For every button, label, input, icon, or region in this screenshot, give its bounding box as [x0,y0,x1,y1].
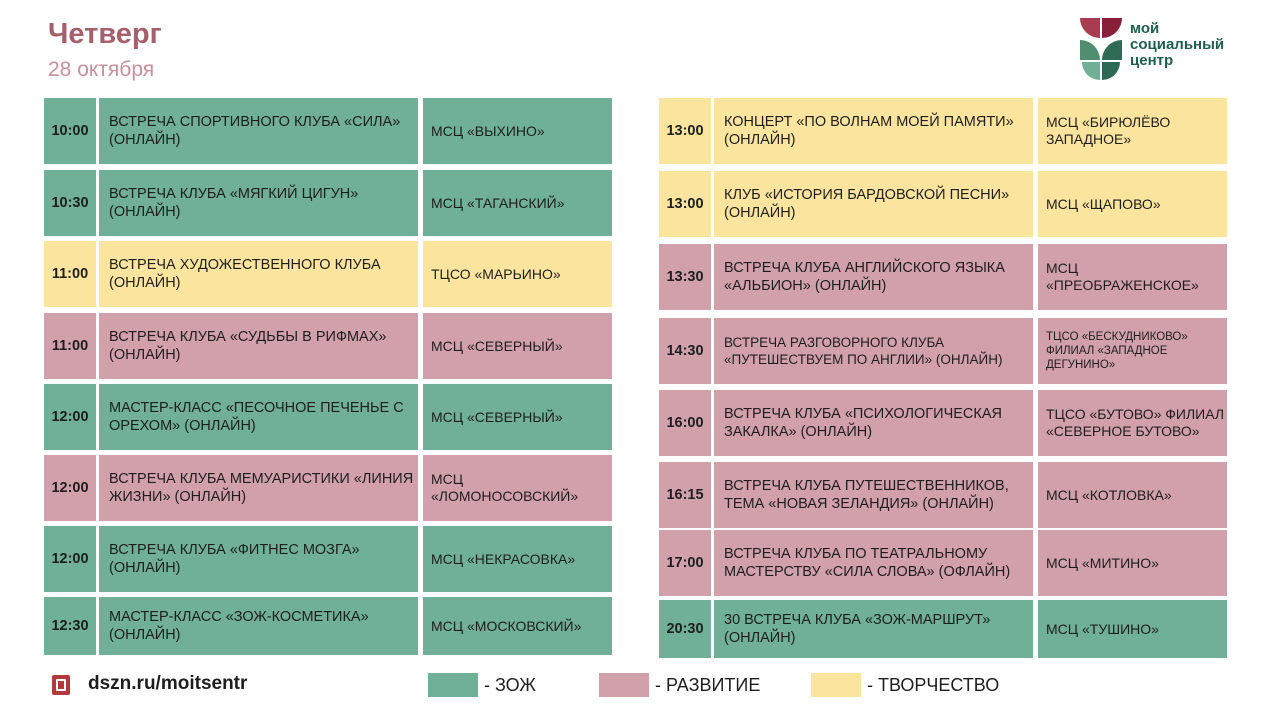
event-title: 30 ВСТРЕЧА КЛУБА «ЗОЖ-МАРШРУТ» (ОНЛАЙН) [714,600,1033,658]
schedule-row: 11:00 ВСТРЕЧА КЛУБА «СУДЬБЫ В РИФМАХ» (ОН… [44,313,612,379]
event-place: МСЦ «БИРЮЛЁВО ЗАПАДНОЕ» [1038,98,1227,164]
schedule-row: 12:00 МАСТЕР-КЛАСС «ПЕСОЧНОЕ ПЕЧЕНЬЕ С ОР… [44,384,612,450]
event-time: 10:30 [44,170,96,236]
legend-label-zoj: - ЗОЖ [484,674,536,695]
event-title: КЛУБ «ИСТОРИЯ БАРДОВСКОЙ ПЕСНИ» (ОНЛАЙН) [714,171,1033,237]
event-time: 17:00 [659,530,711,596]
event-title: ВСТРЕЧА КЛУБА «СУДЬБЫ В РИФМАХ» (ОНЛАЙН) [99,313,418,379]
event-time: 11:00 [44,313,96,379]
event-time: 16:00 [659,390,711,456]
event-title: ВСТРЕЧА КЛУБА АНГЛИЙСКОГО ЯЗЫКА «АЛЬБИОН… [714,244,1033,310]
event-time: 14:30 [659,318,711,384]
legend-label-tvorchestvo: - ТВОРЧЕСТВО [867,674,1000,695]
logo-line-1: мой [1130,20,1160,37]
schedule-row: 13:00 КОНЦЕРТ «ПО ВОЛНАМ МОЕЙ ПАМЯТИ» (ОН… [659,98,1227,164]
schedule-row: 10:00 ВСТРЕЧА СПОРТИВНОГО КЛУБА «СИЛА» (О… [44,98,612,164]
legend-zoj: - ЗОЖ [428,673,536,697]
schedule-row: 20:30 30 ВСТРЕЧА КЛУБА «ЗОЖ-МАРШРУТ» (ОНЛ… [659,600,1227,658]
logo-line-2: социальный [1130,36,1225,53]
schedule-row: 11:00 ВСТРЕЧА ХУДОЖЕСТВЕННОГО КЛУБА (ОНЛА… [44,241,612,307]
logo: мой социальный центр [1080,18,1240,82]
event-time: 12:00 [44,455,96,521]
schedule-row: 17:00 ВСТРЕЧА КЛУБА ПО ТЕАТРАЛЬНОМУ МАСТЕ… [659,530,1227,596]
schedule-row: 12:00 ВСТРЕЧА КЛУБА МЕМУАРИСТИКИ «ЛИНИЯ Ж… [44,455,612,521]
event-time: 20:30 [659,600,711,658]
event-title: ВСТРЕЧА КЛУБА «ФИТНЕС МОЗГА» (ОНЛАЙН) [99,526,418,592]
date-subtitle: 28 октября [48,58,155,81]
event-time: 13:00 [659,98,711,164]
event-place: МСЦ «СЕВЕРНЫЙ» [423,313,612,379]
legend-swatch-zoj [428,673,478,697]
event-title: ВСТРЕЧА СПОРТИВНОГО КЛУБА «СИЛА» (ОНЛАЙН… [99,98,418,164]
event-place: МСЦ «МОСКОВСКИЙ» [423,597,612,655]
event-title: ВСТРЕЧА КЛУБА ПО ТЕАТРАЛЬНОМУ МАСТЕРСТВУ… [714,530,1033,596]
event-place: МСЦ «ЛОМОНОСОВСКИЙ» [423,455,612,521]
event-place: МСЦ «КОТЛОВКА» [1038,462,1227,528]
event-place: МСЦ «ТУШИНО» [1038,600,1227,658]
event-time: 12:00 [44,384,96,450]
event-place: МСЦ «ЩАПОВО» [1038,171,1227,237]
event-place: МСЦ «ТАГАНСКИЙ» [423,170,612,236]
legend-swatch-tvorchestvo [811,673,861,697]
event-title: ВСТРЕЧА КЛУБА «МЯГКИЙ ЦИГУН» (ОНЛАЙН) [99,170,418,236]
schedule-row: 13:00 КЛУБ «ИСТОРИЯ БАРДОВСКОЙ ПЕСНИ» (ОН… [659,171,1227,237]
event-place: ТЦСО «БУТОВО» ФИЛИАЛ «СЕВЕРНОЕ БУТОВО» [1038,390,1227,456]
event-place: ТЦСО «БЕСКУДНИКОВО» ФИЛИАЛ «ЗАПАДНОЕ ДЕГ… [1038,318,1227,384]
event-title: ВСТРЕЧА КЛУБА ПУТЕШЕСТВЕННИКОВ, ТЕМА «НО… [714,462,1033,528]
legend-tvorchestvo: - ТВОРЧЕСТВО [811,673,999,697]
event-time: 16:15 [659,462,711,528]
event-time: 11:00 [44,241,96,307]
legend-razvitie: - РАЗВИТИЕ [599,673,760,697]
event-time: 13:30 [659,244,711,310]
schedule-row: 13:30 ВСТРЕЧА КЛУБА АНГЛИЙСКОГО ЯЗЫКА «АЛ… [659,244,1227,310]
event-time: 12:30 [44,597,96,655]
schedule-row: 10:30 ВСТРЕЧА КЛУБА «МЯГКИЙ ЦИГУН» (ОНЛАЙ… [44,170,612,236]
logo-text: мой социальный центр [1130,21,1224,69]
event-place: МСЦ «МИТИНО» [1038,530,1227,596]
event-time: 12:00 [44,526,96,592]
event-place: МСЦ «ВЫХИНО» [423,98,612,164]
logo-line-3: центр [1130,52,1174,69]
logo-mark-icon [1080,18,1122,80]
schedule-row: 16:15 ВСТРЕЧА КЛУБА ПУТЕШЕСТВЕННИКОВ, ТЕМ… [659,462,1227,528]
event-time: 10:00 [44,98,96,164]
day-title: Четверг [48,18,162,50]
event-place: МСЦ «СЕВЕРНЫЙ» [423,384,612,450]
event-title: МАСТЕР-КЛАСС «ЗОЖ-КОСМЕТИКА» (ОНЛАЙН) [99,597,418,655]
event-place: ТЦСО «МАРЬИНО» [423,241,612,307]
event-title: ВСТРЕЧА КЛУБА МЕМУАРИСТИКИ «ЛИНИЯ ЖИЗНИ»… [99,455,418,521]
footer-link[interactable]: dszn.ru/moitsentr [88,673,248,694]
event-title: МАСТЕР-КЛАСС «ПЕСОЧНОЕ ПЕЧЕНЬЕ С ОРЕХОМ»… [99,384,418,450]
legend-label-razvitie: - РАЗВИТИЕ [655,674,761,695]
schedule-row: 12:30 МАСТЕР-КЛАСС «ЗОЖ-КОСМЕТИКА» (ОНЛАЙ… [44,597,612,655]
event-place: МСЦ «НЕКРАСОВКА» [423,526,612,592]
event-place: МСЦ «ПРЕОБРАЖЕНСКОЕ» [1038,244,1227,310]
schedule-row: 16:00 ВСТРЕЧА КЛУБА «ПСИХОЛОГИЧЕСКАЯ ЗАКА… [659,390,1227,456]
moscow-emblem-icon [52,675,70,695]
event-title: ВСТРЕЧА КЛУБА «ПСИХОЛОГИЧЕСКАЯ ЗАКАЛКА» … [714,390,1033,456]
event-title: ВСТРЕЧА ХУДОЖЕСТВЕННОГО КЛУБА (ОНЛАЙН) [99,241,418,307]
event-time: 13:00 [659,171,711,237]
schedule-row: 14:30 ВСТРЕЧА РАЗГОВОРНОГО КЛУБА «ПУТЕШЕС… [659,318,1227,384]
legend-swatch-razvitie [599,673,649,697]
schedule-row: 12:00 ВСТРЕЧА КЛУБА «ФИТНЕС МОЗГА» (ОНЛАЙ… [44,526,612,592]
event-title: КОНЦЕРТ «ПО ВОЛНАМ МОЕЙ ПАМЯТИ» (ОНЛАЙН) [714,98,1033,164]
event-title: ВСТРЕЧА РАЗГОВОРНОГО КЛУБА «ПУТЕШЕСТВУЕМ… [714,318,1033,384]
